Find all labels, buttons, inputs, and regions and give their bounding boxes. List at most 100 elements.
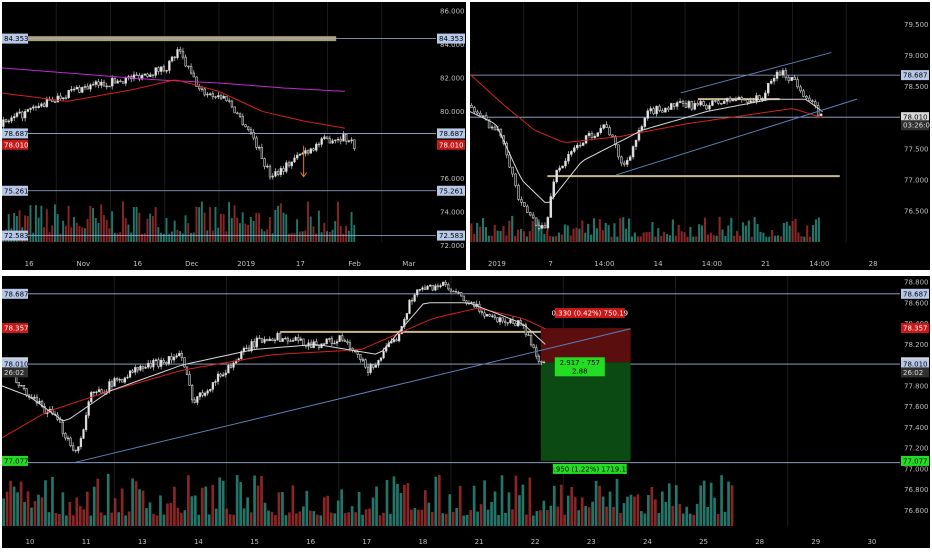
trade-loss-label: 0.330 (0.42%) 750.19 [551, 310, 628, 318]
candle-body [784, 70, 788, 78]
y-tick-label: 77.400 [904, 424, 929, 432]
volume-bar [552, 236, 555, 242]
volume-bar [592, 218, 596, 242]
price-label-left: 77.077 [4, 457, 29, 465]
volume-bar [154, 207, 157, 242]
candle-body [490, 126, 494, 129]
candle-body [284, 337, 287, 340]
candle-body [56, 95, 59, 103]
candle-body [293, 157, 296, 163]
candle-body [236, 112, 239, 115]
price-label: 78.687 [439, 130, 464, 138]
y-tick-label: 72.000 [440, 242, 465, 250]
candle-body [222, 95, 225, 99]
volume-bar [665, 234, 669, 242]
candle-body [294, 337, 297, 341]
candle-body [131, 370, 134, 373]
volume-bar [317, 210, 320, 242]
volume-bar [86, 218, 89, 242]
volume-bar [519, 228, 523, 242]
volume-bar [169, 502, 173, 526]
trade-profit-label: 0.950 (1.22%) 1719.15 [549, 465, 630, 473]
volume-bar [197, 514, 201, 526]
candle-body [749, 100, 752, 103]
candle-body [135, 74, 138, 76]
candle-body [219, 373, 222, 377]
volume-bar [581, 220, 584, 242]
candle-body [61, 421, 64, 434]
volume-bar [392, 476, 396, 526]
candle-body [276, 333, 279, 341]
volume-bar [9, 480, 12, 526]
candle-body [819, 113, 823, 116]
candle-body [661, 110, 664, 113]
volume-bar [350, 212, 353, 242]
volume-bar [160, 232, 163, 242]
volume-bar [65, 515, 68, 526]
volume-bar [236, 217, 239, 242]
candle-body [10, 117, 13, 122]
volume-bar [584, 506, 587, 526]
candle-body [543, 225, 547, 229]
volume-bar [720, 475, 723, 526]
candle-body [392, 339, 396, 342]
volume-bar [699, 485, 703, 526]
candle-body [761, 98, 764, 101]
candle-body [625, 160, 629, 165]
candle-body [335, 341, 339, 344]
candle-body [165, 70, 168, 72]
y-tick-label: 77.800 [904, 382, 929, 390]
volume-bar [724, 235, 727, 242]
volume-bar [30, 507, 33, 526]
volume-bar [141, 233, 143, 242]
x-tick-label: Dec [185, 260, 199, 268]
candle-body [628, 156, 632, 161]
volume-bar [81, 227, 84, 242]
volume-bar [619, 218, 622, 242]
candle-body [356, 351, 359, 355]
candle-body [328, 338, 331, 340]
candle-body [13, 116, 16, 119]
volume-bar [639, 236, 642, 242]
candle-body [483, 312, 486, 317]
x-tick-label: 21 [761, 260, 770, 268]
candle-body [602, 124, 605, 129]
y-tick-label: 77.000 [904, 465, 929, 473]
volume-bar [645, 232, 648, 242]
volume-bar [702, 480, 706, 526]
candle-body [361, 359, 365, 361]
candle-body [266, 339, 269, 342]
volume-bar [490, 235, 493, 242]
candle-body [167, 356, 170, 364]
candle-body [296, 154, 299, 159]
volume-bar [497, 515, 500, 526]
volume-bar [241, 212, 244, 242]
candle-body [281, 338, 284, 342]
volume-bar [517, 229, 520, 242]
candle-body [21, 111, 24, 119]
candle-body [564, 160, 567, 167]
volume-bar [146, 218, 149, 242]
volume-bar [132, 207, 135, 242]
volume-bar [371, 497, 375, 526]
candle-body [775, 71, 779, 79]
candle-body [542, 361, 546, 364]
candle-body [279, 168, 283, 175]
price-label-left: 78.687 [4, 290, 29, 298]
volume-bar [255, 212, 258, 242]
candle-body [473, 107, 476, 113]
volume-bar [615, 478, 619, 526]
candle-body [537, 224, 541, 229]
price-label-left-bg [2, 455, 28, 466]
candle-body [149, 362, 152, 368]
volume-bar [554, 236, 558, 242]
price-label-left: 75.261 [4, 187, 29, 195]
candle-body [67, 90, 70, 99]
candle-body [426, 285, 429, 290]
volume-bar [814, 219, 818, 242]
candle-body [506, 322, 509, 324]
volume-bar [56, 214, 59, 242]
volume-bar [277, 492, 281, 526]
volume-bar [12, 486, 16, 526]
candle-body [151, 74, 155, 76]
